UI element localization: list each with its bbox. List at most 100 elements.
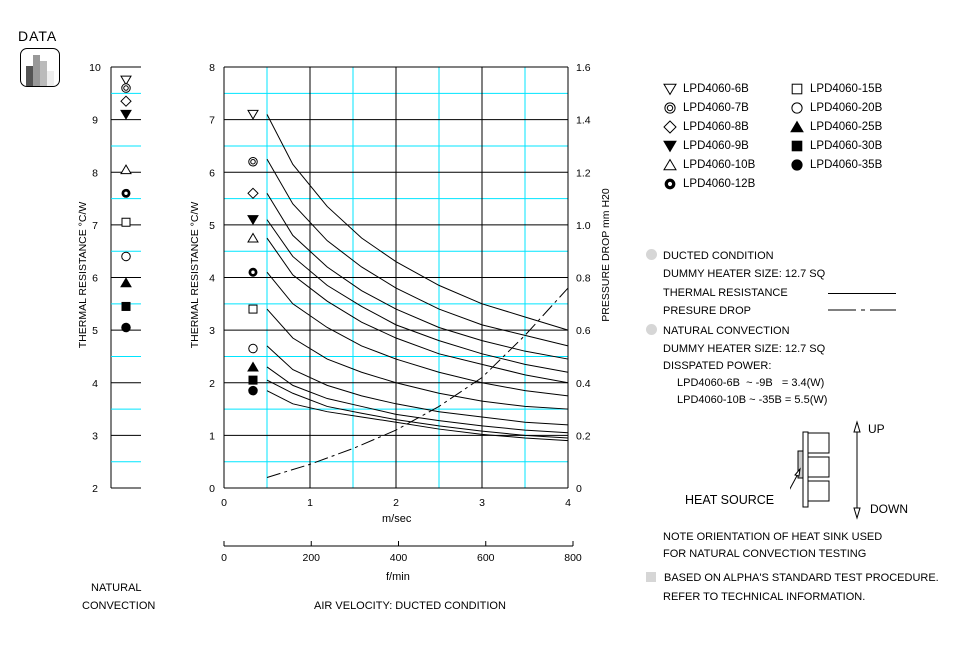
tick-label: 8 <box>92 167 98 179</box>
main-y-axis-label: THERMAL RESISTANCE °C/W <box>189 202 201 349</box>
legend-label: LPD4060-10B <box>683 159 756 171</box>
legend-item: LPD4060-30B <box>790 139 882 153</box>
square-filled-marker-icon <box>248 375 258 385</box>
legend-label: LPD4060-25B <box>810 121 883 133</box>
procedure-note-1: BASED ON ALPHA'S STANDARD TEST PROCEDURE… <box>646 572 939 584</box>
pressure-drop-key: PRESURE DROP <box>663 305 752 317</box>
legend-item: LPD4060-8B <box>663 120 749 134</box>
series-curve <box>266 379 569 439</box>
double-circle-icon <box>664 102 676 114</box>
up-label: UP <box>868 422 885 436</box>
natural-y-axis-label: THERMAL RESISTANCE °C/W <box>77 202 89 349</box>
tick-label: 0 <box>221 552 227 564</box>
triangle-down-open-icon <box>663 83 677 96</box>
legend-item: LPD4060-6B <box>663 82 749 96</box>
tick-label: 0 <box>209 483 215 495</box>
legend-label: LPD4060-35B <box>810 159 883 171</box>
tick-label: 4 <box>565 497 571 509</box>
tick-label: 2 <box>92 483 98 495</box>
legend-item: LPD4060-12B <box>663 177 755 191</box>
heat-sink-diagram <box>790 420 861 520</box>
legend-item: LPD4060-10B <box>663 158 755 172</box>
square-open-marker-icon <box>121 217 131 227</box>
square-open-marker-icon <box>791 83 803 95</box>
triangle-up-open-marker-icon <box>663 158 677 171</box>
triangle-down-filled-marker-icon <box>663 140 677 153</box>
tick-label: 3 <box>479 497 485 509</box>
triangle-down-open-marker-icon <box>120 75 132 86</box>
x2-axis-label: f/min <box>386 571 410 583</box>
down-label: DOWN <box>870 502 908 516</box>
tick-label: 7 <box>209 115 215 127</box>
square-open-marker-icon <box>248 304 258 314</box>
legend-item: LPD4060-7B <box>663 101 749 115</box>
series-markers <box>247 109 259 396</box>
orientation-note-1: NOTE ORIENTATION OF HEAT SINK USED <box>663 531 883 543</box>
tick-label: 8 <box>209 62 215 74</box>
series-curve <box>266 158 569 347</box>
triangle-up-open-icon <box>663 158 677 171</box>
heat-source-label: HEAT SOURCE <box>685 493 775 507</box>
thermal-resistance-curves <box>266 114 569 442</box>
series-curve <box>266 308 569 410</box>
triangle-up-filled-icon <box>790 120 804 133</box>
circle-open-marker-icon <box>121 251 131 262</box>
diamond-open-icon <box>663 120 677 134</box>
triangle-down-filled-icon <box>663 140 677 153</box>
tick-label: 0.6 <box>576 325 591 337</box>
square-filled-marker-icon <box>791 140 803 152</box>
triangle-down-filled-marker-icon <box>247 215 259 226</box>
thick-ring-marker-icon <box>664 178 676 190</box>
thermal-resistance-key: THERMAL RESISTANCE <box>663 287 788 299</box>
circle-filled-marker-icon <box>791 159 803 171</box>
double-circle-marker-icon <box>250 158 256 165</box>
tick-label: 1 <box>307 497 313 509</box>
square-bullet-icon <box>646 572 656 582</box>
legend-item: LPD4060-35B <box>790 158 882 172</box>
series-curve <box>266 193 569 360</box>
circle-filled-marker-icon <box>121 322 131 333</box>
series-curve <box>266 237 569 384</box>
tick-label: 7 <box>92 220 98 232</box>
diamond-open-marker-icon <box>120 95 132 107</box>
legend-item: LPD4060-15B <box>790 82 882 96</box>
circle-filled-marker-icon <box>248 385 258 396</box>
natural-title: NATURAL CONVECTION <box>646 324 790 337</box>
tick-label: 0.4 <box>576 378 591 390</box>
legend-label: LPD4060-15B <box>810 83 883 95</box>
thick-ring-icon <box>664 178 676 190</box>
bullet-icon <box>646 324 657 335</box>
tick-label: 3 <box>92 430 98 442</box>
data-header: DATA <box>18 28 60 87</box>
pressure-drop-curve <box>266 287 569 478</box>
series-curve <box>266 219 569 373</box>
bullet-icon <box>646 249 657 260</box>
dissipated-power: DISSPATED POWER: <box>663 360 772 372</box>
data-label: DATA <box>18 28 58 44</box>
legend-label: LPD4060-9B <box>683 140 749 152</box>
power-line-1: LPD4060-6B ~ -9B = 3.4(W) <box>677 377 825 389</box>
tick-label: 6 <box>92 273 98 285</box>
circle-open-marker-icon <box>791 102 803 114</box>
tick-label: 9 <box>92 115 98 127</box>
triangle-up-filled-marker-icon <box>790 120 804 133</box>
dashdot-line-key <box>828 309 896 311</box>
legend-label: LPD4060-12B <box>683 178 756 190</box>
square-filled-icon <box>791 140 803 152</box>
main-y2-axis-label: PRESSURE DROP mm H20 <box>600 188 612 322</box>
legend-item: LPD4060-25B <box>790 120 882 134</box>
legend-item: LPD4060-9B <box>663 139 749 153</box>
triangle-up-open-marker-icon <box>120 164 132 175</box>
bar-chart-icon <box>20 48 60 87</box>
thick-ring-marker-icon <box>248 267 258 277</box>
tick-label: 4 <box>209 273 215 285</box>
ducted-title: DUCTED CONDITION <box>646 249 774 262</box>
triangle-down-open-marker-icon <box>663 83 677 96</box>
legend-label: LPD4060-8B <box>683 121 749 133</box>
solid-line-key <box>828 293 896 294</box>
series-curve <box>266 114 569 331</box>
triangle-down-filled-marker-icon <box>120 109 132 120</box>
tick-label: 4 <box>92 378 98 390</box>
tick-label: 1.0 <box>576 220 591 232</box>
tick-label: 10 <box>89 62 101 74</box>
